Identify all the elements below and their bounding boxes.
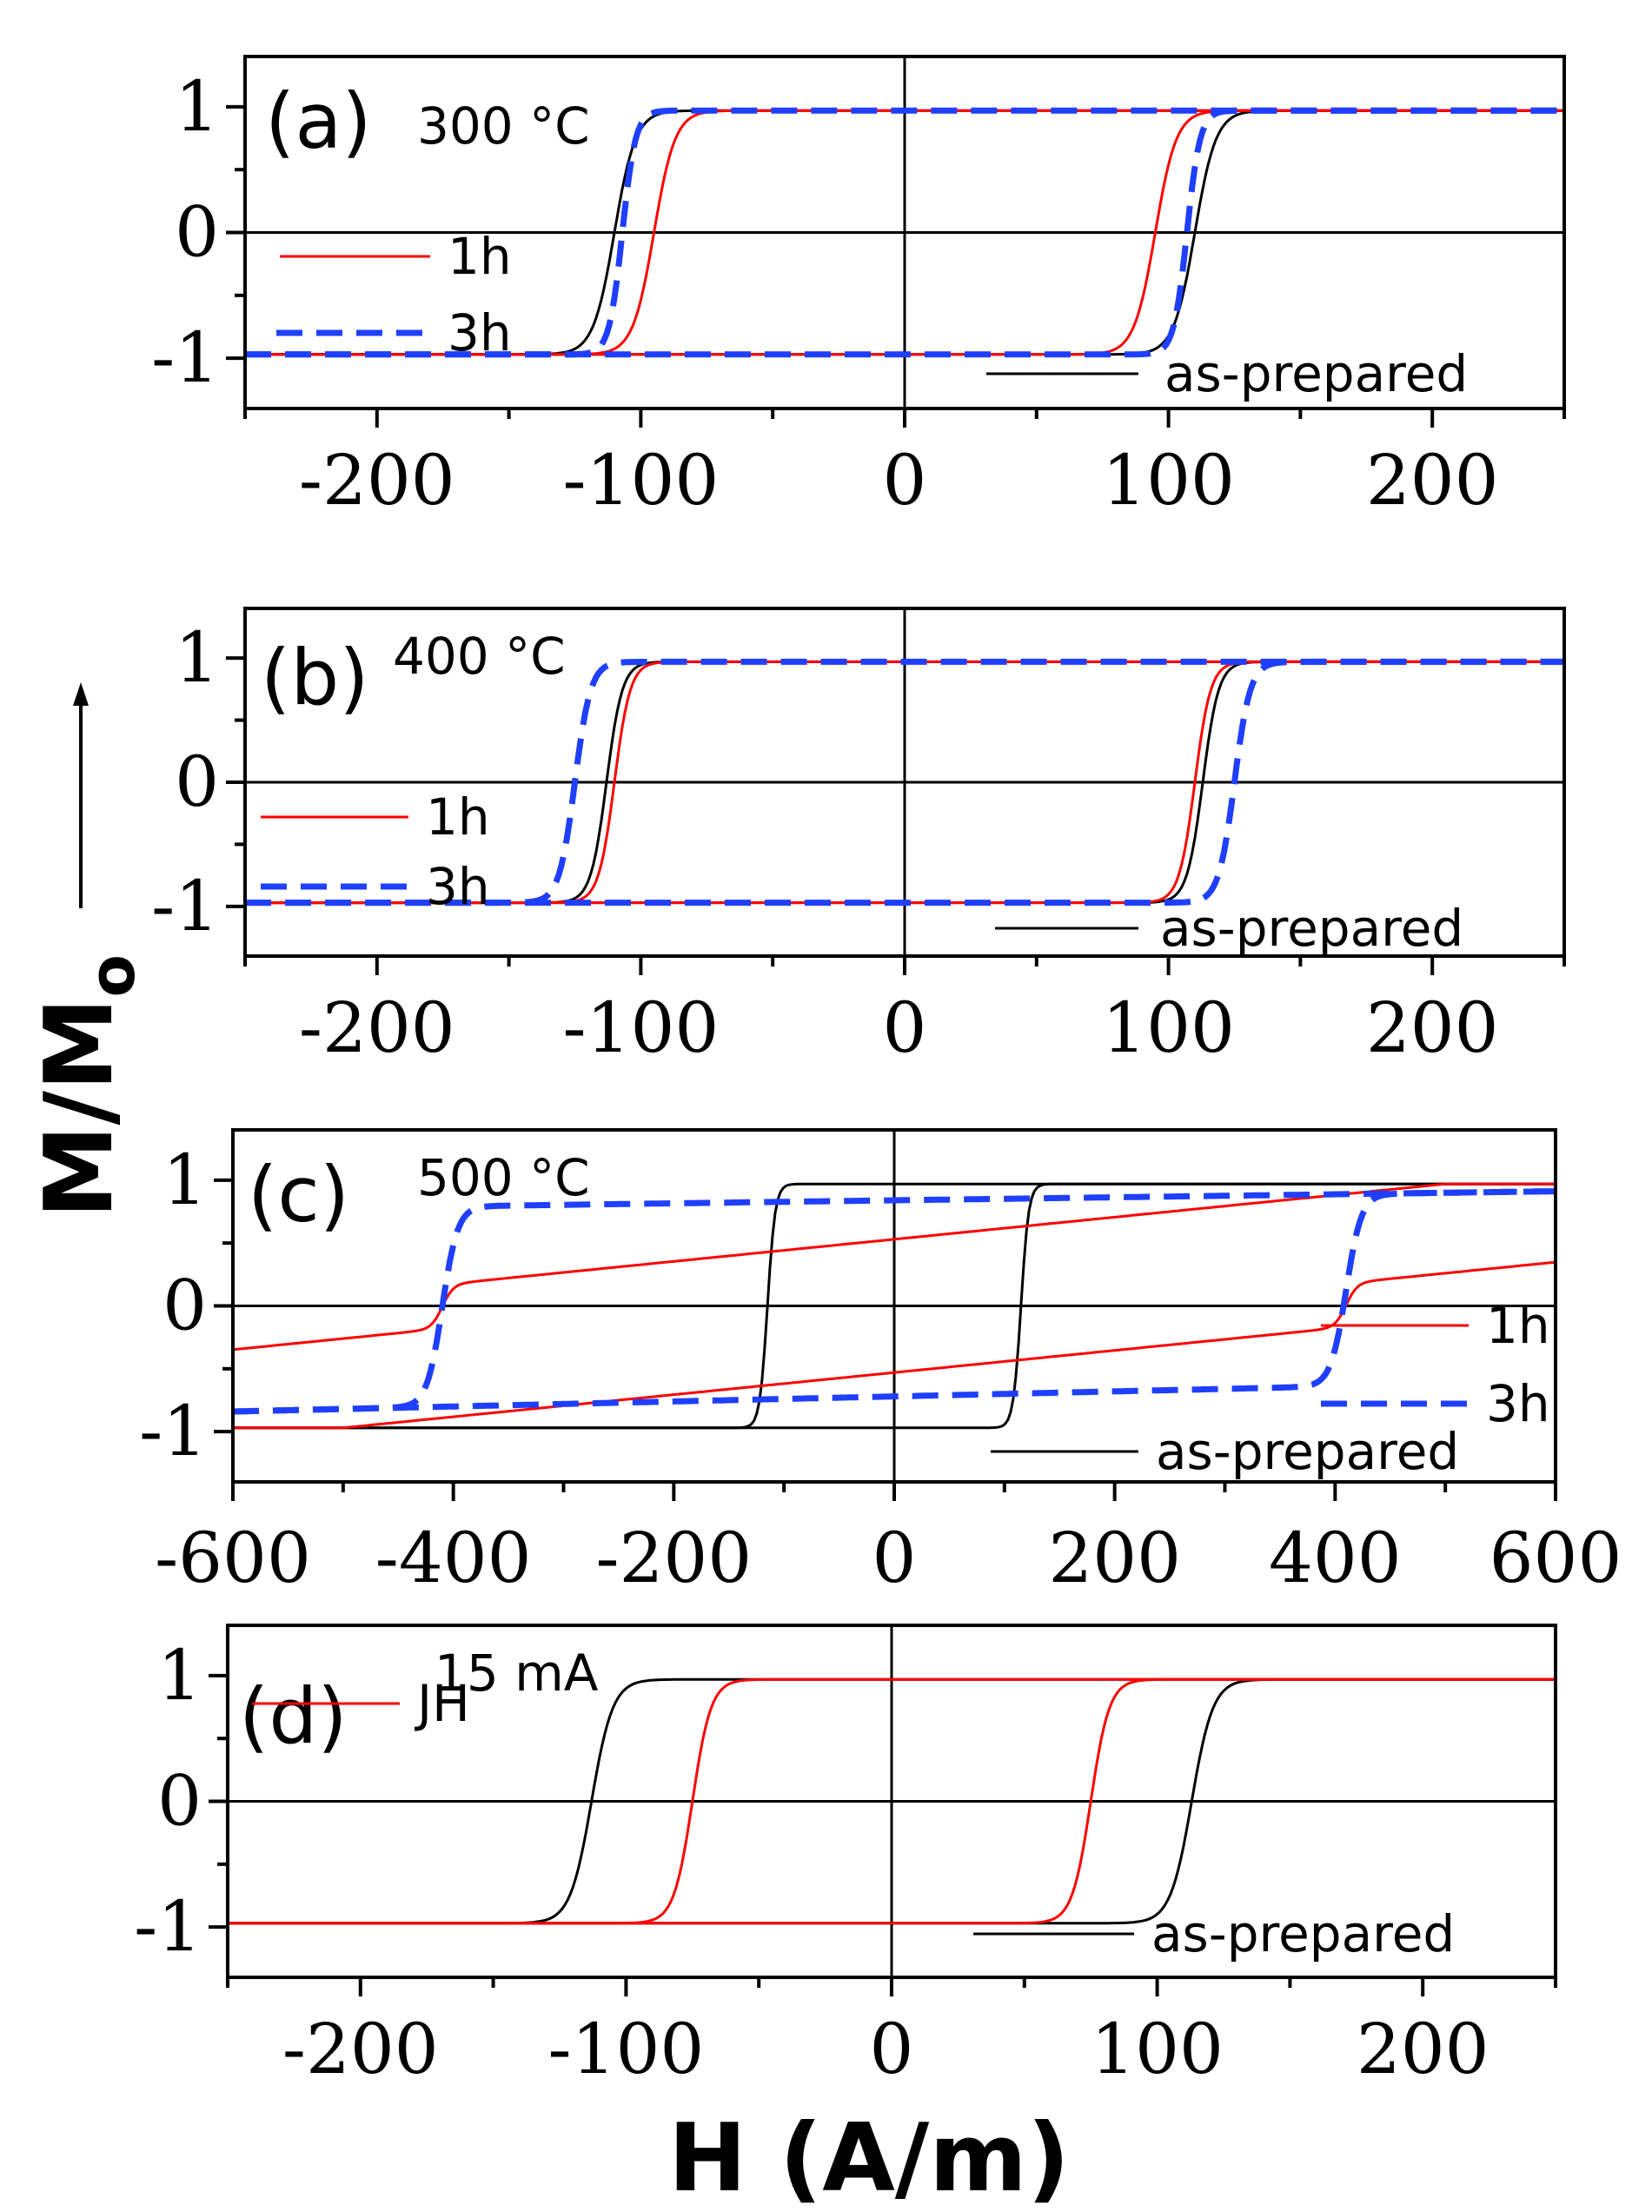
y-axis-label: M/Mo — [25, 954, 149, 1219]
x-axis-label: H (A/m) — [668, 2104, 1070, 2212]
y-axis-label-main: M/M — [25, 998, 134, 1219]
panel-label: (b) — [261, 633, 369, 722]
x-tick-label: 200 — [1366, 987, 1499, 1068]
y-tick-label: -1 — [139, 1391, 207, 1471]
panel-label: (a) — [265, 76, 372, 166]
legend-label-as-prepared: as-prepared — [1151, 1904, 1455, 1963]
legend-label-3h: 3h — [1486, 1374, 1550, 1433]
legend-label-as-prepared: as-prepared — [1160, 899, 1463, 958]
legend-label-1h: 1h — [448, 227, 512, 286]
y-tick-label: 1 — [175, 617, 219, 698]
legend-label-3h: 3h — [448, 303, 512, 362]
y-tick-label: 0 — [163, 1265, 207, 1346]
legend-label-1h: 1h — [1486, 1296, 1550, 1355]
series-JH-descending — [228, 1677, 1556, 1925]
x-tick-label: -100 — [563, 440, 720, 521]
x-tick-label: 0 — [872, 1518, 917, 1598]
x-tick-label: 100 — [1102, 440, 1235, 521]
x-tick-label: -200 — [299, 987, 455, 1068]
y-tick-label: 1 — [157, 1635, 202, 1716]
x-tick-label: 600 — [1489, 1518, 1622, 1598]
x-tick-label: 400 — [1269, 1518, 1402, 1598]
condition-label: 400 °C — [393, 627, 566, 686]
series-1h-ascending — [233, 1260, 1556, 1430]
x-tick-label: -400 — [375, 1518, 532, 1598]
x-tick-label: -100 — [563, 987, 720, 1068]
x-tick-label: 0 — [883, 987, 927, 1068]
x-tick-label: -200 — [299, 440, 455, 521]
x-tick-label: 0 — [883, 440, 927, 521]
panel-a: -200 -100 0 100 200 1 0 -1 (a) 300 °C 1h 3h as-prepa… — [151, 55, 1566, 521]
x-tick-label: 0 — [870, 2009, 914, 2089]
legend-label-JH: JH — [415, 1674, 470, 1733]
series-3h-descending — [232, 1188, 1556, 1415]
y-tick-label: 0 — [175, 192, 219, 273]
legend-label-as-prepared: as-prepared — [1156, 1422, 1459, 1481]
legend-label-3h: 3h — [426, 857, 490, 916]
series-3h-descending — [245, 107, 1564, 358]
x-tick-label: -200 — [282, 2009, 439, 2089]
panel-label: (c) — [248, 1150, 349, 1239]
x-tick-label: -100 — [548, 2009, 705, 2089]
x-tick-label: 100 — [1091, 2009, 1224, 2089]
condition-label: 15 mA — [435, 1644, 599, 1703]
panel-label: (d) — [239, 1671, 348, 1761]
condition-label: 300 °C — [417, 96, 590, 156]
y-tick-label: -1 — [134, 1886, 202, 1967]
x-tick-label: -200 — [595, 1518, 752, 1598]
y-tick-label: 1 — [175, 66, 219, 147]
x-tick-label: 200 — [1357, 2009, 1489, 2089]
condition-label: 500 °C — [417, 1148, 590, 1207]
x-tick-label: 200 — [1366, 440, 1499, 521]
legend-label-1h: 1h — [426, 787, 490, 847]
series-3h-ascending — [232, 1188, 1556, 1415]
x-tick-label: 200 — [1048, 1518, 1181, 1598]
y-axis-label-subscript: o — [76, 954, 149, 997]
y-axis-arrow-head — [73, 682, 89, 706]
y-tick-label: 0 — [175, 741, 219, 822]
series-3h-descending — [245, 658, 1564, 907]
panel-c: -600 -400 -200 0 200 400 600 1 0 -1 (c) 500 °C 1h 3h a… — [139, 1128, 1622, 1598]
y-axis-title: M/Mo — [25, 682, 149, 1219]
x-tick-label: 100 — [1102, 987, 1235, 1068]
series-as-prepared-descending — [233, 1182, 1556, 1430]
y-tick-label: 0 — [157, 1761, 202, 1842]
y-tick-label: -1 — [151, 317, 219, 398]
y-tick-label: -1 — [151, 866, 219, 947]
x-tick-label: -600 — [155, 1518, 311, 1598]
y-tick-label: 1 — [163, 1139, 207, 1220]
legend-label-as-prepared: as-prepared — [1164, 344, 1468, 403]
panel-b: -200 -100 0 100 200 1 0 -1 (b) 400 °C 1h 3h as-prepa… — [151, 607, 1566, 1068]
